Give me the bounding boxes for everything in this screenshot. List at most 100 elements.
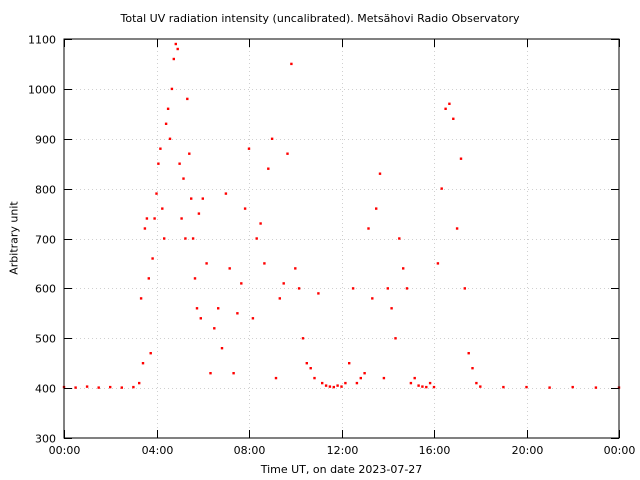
data-point xyxy=(328,385,332,388)
data-point xyxy=(382,376,386,380)
plot-frame xyxy=(63,38,620,439)
data-point xyxy=(428,381,432,385)
data-point xyxy=(375,207,378,210)
data-point xyxy=(321,381,324,385)
y-tick-label: 300 xyxy=(35,433,56,446)
data-point xyxy=(197,212,201,215)
data-point xyxy=(85,385,89,388)
data-point xyxy=(471,367,474,370)
data-point xyxy=(199,317,202,320)
data-point xyxy=(190,197,193,200)
data-point xyxy=(363,372,366,375)
grid-lines xyxy=(64,39,619,438)
data-point xyxy=(243,207,247,210)
data-point xyxy=(355,381,359,385)
data-point xyxy=(479,385,482,388)
y-tick-label: 500 xyxy=(35,333,56,346)
data-point xyxy=(178,162,181,165)
data-point xyxy=(139,297,143,300)
chart-title: Total UV radiation intensity (uncalibrat… xyxy=(120,12,520,25)
y-tick-label: 700 xyxy=(35,234,56,247)
data-point xyxy=(180,217,183,220)
data-point xyxy=(340,385,343,388)
data-point xyxy=(255,237,258,240)
data-point xyxy=(184,237,187,240)
data-point xyxy=(367,227,370,230)
data-point xyxy=(188,152,191,155)
data-point xyxy=(220,347,224,350)
data-point xyxy=(394,337,397,340)
data-point xyxy=(390,307,393,310)
data-point xyxy=(270,137,274,140)
data-point xyxy=(172,57,175,61)
data-point xyxy=(209,372,212,375)
data-point xyxy=(224,192,228,195)
data-point xyxy=(421,385,424,388)
data-point xyxy=(282,282,285,285)
x-tick-label: 00:00 xyxy=(604,444,636,457)
x-tick-label: 08:00 xyxy=(234,444,266,457)
data-point xyxy=(141,362,145,365)
data-point xyxy=(159,147,162,150)
data-point xyxy=(263,262,266,265)
data-point xyxy=(157,162,160,165)
data-point xyxy=(153,217,156,220)
data-points xyxy=(62,42,621,389)
data-point xyxy=(228,267,231,270)
data-point xyxy=(371,297,374,300)
data-point xyxy=(155,192,158,195)
x-tick-label: 20:00 xyxy=(512,444,544,457)
data-point xyxy=(432,385,436,389)
data-point xyxy=(164,122,168,125)
data-point xyxy=(452,117,455,120)
data-point xyxy=(297,287,301,290)
data-point xyxy=(251,317,255,320)
data-point xyxy=(402,267,405,270)
data-point xyxy=(138,381,141,385)
data-point xyxy=(286,152,289,155)
data-point xyxy=(440,187,443,190)
data-point xyxy=(502,385,505,389)
data-point xyxy=(359,376,362,380)
data-point xyxy=(132,385,135,389)
data-point xyxy=(176,47,179,51)
data-point xyxy=(240,282,243,285)
data-point xyxy=(213,327,216,330)
data-point xyxy=(174,42,177,46)
data-point xyxy=(398,237,401,240)
x-axis-label: Time UT, on date 2023-07-27 xyxy=(260,463,423,476)
data-point xyxy=(448,102,451,105)
data-point xyxy=(259,222,262,225)
data-point xyxy=(120,386,123,389)
data-point xyxy=(444,107,447,110)
data-point xyxy=(145,217,149,220)
data-point xyxy=(217,307,220,310)
data-point xyxy=(348,362,351,365)
data-point xyxy=(351,287,355,290)
data-point xyxy=(186,97,189,101)
data-point xyxy=(301,337,305,340)
data-point xyxy=(267,167,270,170)
data-point xyxy=(525,385,528,389)
data-point xyxy=(195,307,199,310)
data-point xyxy=(163,237,166,240)
data-point xyxy=(151,257,154,260)
data-point xyxy=(168,137,172,140)
data-point xyxy=(378,172,382,175)
x-tick-label: 16:00 xyxy=(419,444,451,457)
data-point xyxy=(571,385,574,389)
data-point xyxy=(332,385,335,389)
data-point xyxy=(413,376,416,380)
data-point xyxy=(232,372,235,375)
data-point xyxy=(475,381,478,385)
data-point xyxy=(278,297,281,300)
data-point xyxy=(459,157,463,160)
data-point xyxy=(313,376,316,380)
data-point xyxy=(236,312,239,315)
data-point xyxy=(161,207,164,210)
data-point xyxy=(386,287,389,290)
axis-ticks: 300 400 500 600 700 800 900 1000 1100 00:00 04:00 0… xyxy=(28,34,635,458)
data-point xyxy=(143,227,147,230)
